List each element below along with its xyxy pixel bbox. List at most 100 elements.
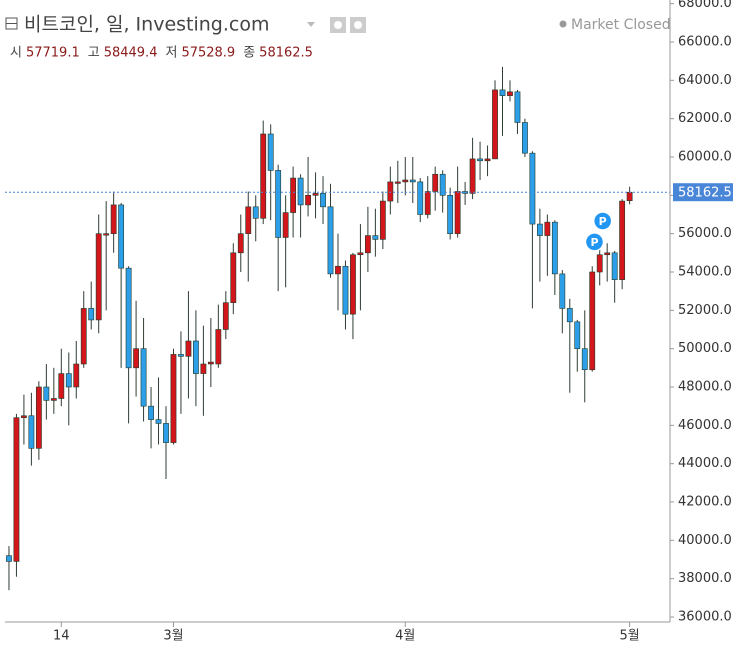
candle-body <box>290 177 297 213</box>
candle-body <box>170 354 177 443</box>
last-price-box <box>673 183 733 202</box>
icon-glyph <box>334 21 342 29</box>
candle-body <box>230 252 237 303</box>
candle-body <box>275 170 282 238</box>
ohlc-value: 58449.4 <box>104 46 158 61</box>
candle-body <box>514 91 521 123</box>
candle-body <box>178 354 184 357</box>
candle-body <box>312 193 319 196</box>
candle-body <box>95 233 102 321</box>
ohlc-value: 57719.1 <box>26 46 80 61</box>
y-tick-label: 64000.0 <box>678 73 732 88</box>
candle-body <box>469 158 476 194</box>
candle-body <box>327 206 334 275</box>
ohlc-value: 57528.9 <box>181 46 235 61</box>
candle-body <box>387 181 394 202</box>
candle-body <box>193 340 199 374</box>
candle-body <box>559 273 566 309</box>
y-tick-label: 42000.0 <box>678 495 732 510</box>
candle-body <box>13 417 20 562</box>
y-tick-label: 40000.0 <box>678 533 732 548</box>
candle-body <box>133 348 139 369</box>
chart-title: 비트코인, 일, Investing.com <box>24 14 270 36</box>
y-tick-label: 50000.0 <box>678 341 732 356</box>
candle-body <box>402 179 409 183</box>
candle-body <box>50 398 57 401</box>
candle-body <box>163 423 169 443</box>
candle-body <box>200 363 207 374</box>
candle-body <box>237 233 244 254</box>
candle-body <box>267 133 274 171</box>
candle-body <box>477 158 483 162</box>
candle-body <box>417 181 424 215</box>
y-tick-label: 66000.0 <box>678 34 732 49</box>
x-tick-label: 14 <box>53 629 70 644</box>
candle-body <box>65 373 72 388</box>
candle-body <box>507 91 513 96</box>
candle-body <box>88 308 95 321</box>
candle-body <box>611 252 618 280</box>
dropdown-caret[interactable] <box>307 22 315 27</box>
candle-body <box>484 158 491 162</box>
candle-body <box>305 195 311 206</box>
y-tick-label: 62000.0 <box>678 111 732 126</box>
candle-body <box>522 122 528 154</box>
icon-glyph <box>354 21 362 29</box>
candle-body <box>118 204 125 269</box>
candle-body <box>379 200 386 240</box>
candle-body <box>432 173 439 192</box>
candle-body <box>424 191 431 215</box>
ohlc-label: 고 <box>88 46 100 61</box>
last-price-label: 58162.5 <box>678 186 732 201</box>
candle-body <box>35 386 42 449</box>
candle-body <box>125 267 132 369</box>
candle-body <box>252 206 259 219</box>
candle-body <box>350 254 356 315</box>
candle-body <box>364 235 371 254</box>
candle-body <box>43 386 50 401</box>
candle-body <box>58 373 65 399</box>
candle-body <box>28 415 35 449</box>
candle-body <box>155 419 162 424</box>
candle-body <box>282 212 289 238</box>
event-marker <box>592 211 613 231</box>
candle-body <box>215 329 222 365</box>
candle-body <box>581 348 588 371</box>
x-tick-label: 3월 <box>163 629 183 644</box>
x-tick-label: 5월 <box>620 629 640 644</box>
candle-body <box>260 133 267 219</box>
candle-body <box>357 252 364 256</box>
candle-body <box>439 173 446 196</box>
candle-body <box>245 206 252 234</box>
candle-body <box>185 340 192 357</box>
x-tick-label: 4월 <box>395 629 415 644</box>
y-tick-label: 68000.0 <box>678 0 732 11</box>
candle-body <box>409 179 416 183</box>
y-tick-label: 54000.0 <box>678 264 732 279</box>
candle-body <box>447 195 454 234</box>
candle-body <box>80 308 87 365</box>
candle-body <box>529 152 536 225</box>
candle-body <box>394 181 401 184</box>
candle-body <box>73 363 80 388</box>
ohlc-label: 저 <box>165 46 177 61</box>
candle-body <box>103 233 110 236</box>
y-tick-label: 48000.0 <box>678 380 732 395</box>
candle-body <box>454 191 461 234</box>
event-marker-label: P <box>590 236 598 249</box>
y-tick-label: 38000.0 <box>678 571 732 586</box>
candle-body <box>6 555 12 562</box>
candle-body <box>499 89 506 96</box>
candle-body <box>574 321 581 349</box>
y-tick-label: 36000.0 <box>678 610 732 625</box>
candle-body <box>148 405 154 420</box>
candle-body <box>604 252 611 256</box>
candle-body <box>551 221 558 275</box>
y-tick-label: 46000.0 <box>678 418 732 433</box>
y-tick-label: 60000.0 <box>678 149 732 164</box>
ohlc-legend: 시 57719.1 고 58449.4 저 57528.9 종 58162.5 <box>10 46 313 61</box>
candle-body <box>589 271 596 371</box>
